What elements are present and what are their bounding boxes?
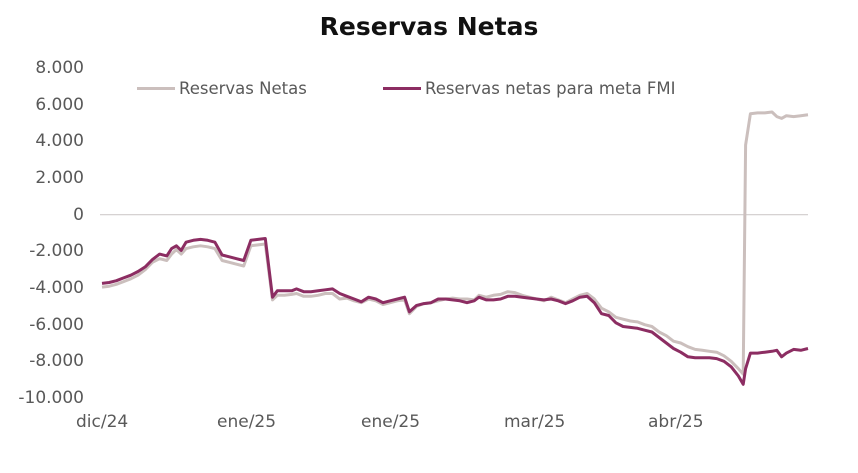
y-tick-label: -4.000	[29, 278, 84, 298]
legend-swatch-purple	[383, 87, 421, 90]
y-tick-label: -10.000	[18, 388, 84, 408]
x-tick-label: abr/25	[648, 412, 704, 432]
y-tick-label: 6.000	[35, 95, 84, 115]
legend-label: Reservas netas para meta FMI	[425, 79, 676, 98]
chart-title: Reservas Netas	[319, 12, 539, 41]
series-line-reservas-meta-fmi	[101, 237, 809, 386]
y-tick-label: 0	[73, 205, 84, 225]
legend-swatch-gray	[137, 87, 175, 90]
y-tick-label: 8.000	[35, 58, 84, 78]
legend-label: Reservas Netas	[179, 79, 307, 98]
x-tick-label: ene/25	[217, 412, 277, 432]
legend-item-reservas-netas: Reservas Netas	[137, 79, 307, 98]
series-line-reservas-netas	[101, 110, 809, 376]
y-tick-label: 2.000	[35, 168, 84, 188]
y-tick-label: -2.000	[29, 241, 84, 261]
y-tick-label: -6.000	[29, 315, 84, 335]
y-tick-label: 4.000	[35, 131, 84, 151]
y-tick-label: -8.000	[29, 351, 84, 371]
x-tick-label: ene/25	[361, 412, 421, 432]
legend-item-meta-fmi: Reservas netas para meta FMI	[383, 79, 676, 98]
x-tick-label: mar/25	[504, 412, 566, 432]
x-tick-label: dic/24	[76, 412, 129, 432]
